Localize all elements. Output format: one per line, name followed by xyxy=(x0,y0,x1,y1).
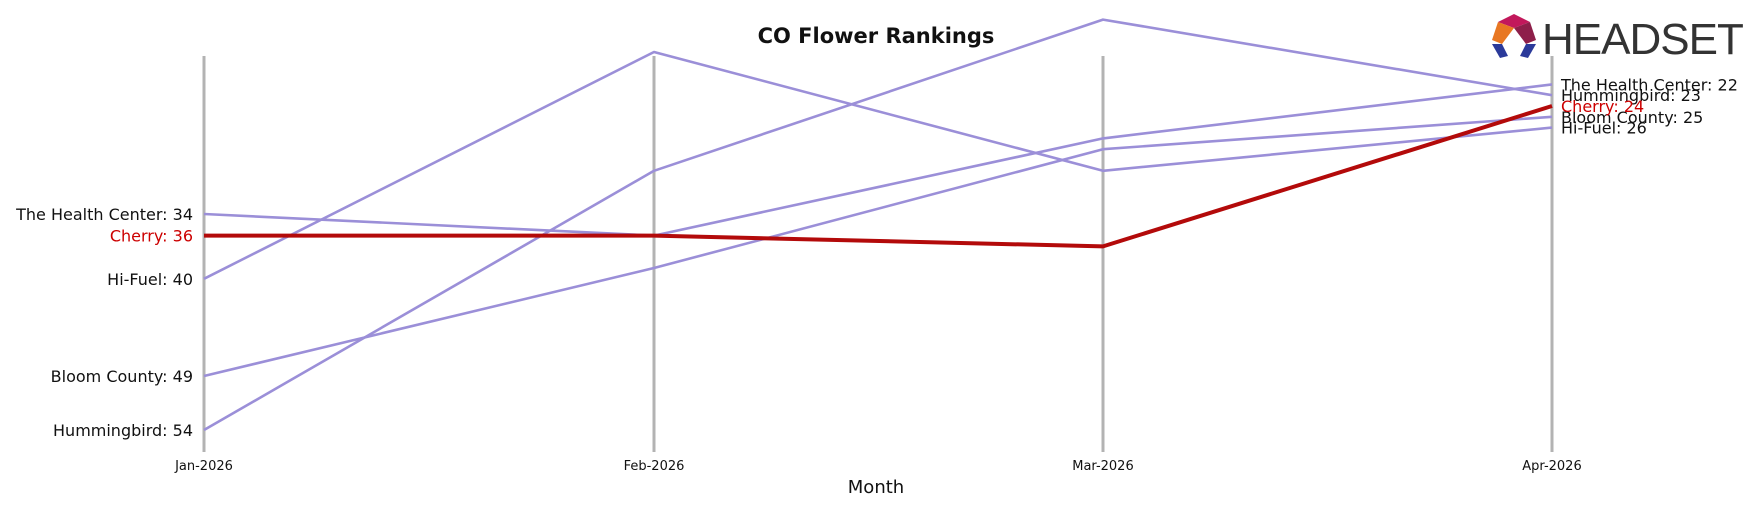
series-line-hummingbird xyxy=(203,18,1553,432)
x-tick-label: Feb-2026 xyxy=(624,459,685,474)
series-line-hi-fuel xyxy=(203,50,1553,280)
grid-lines xyxy=(202,56,1554,452)
x-ticks: Jan-2026 Feb-2026 Mar-2026 Apr-2026 xyxy=(174,459,1582,474)
x-tick-label: Apr-2026 xyxy=(1522,459,1581,474)
headset-logo-text: HEADSET xyxy=(1542,15,1743,64)
end-label-the-health-center: The Health Center: 22 xyxy=(1560,75,1738,94)
series-labels: The Health Center: 34 The Health Center: … xyxy=(15,75,1738,440)
start-label-bloom-county: Bloom County: 49 xyxy=(51,367,193,386)
series-lines xyxy=(203,18,1553,432)
end-label-cherry: Cherry: 24 xyxy=(1561,97,1644,116)
end-label-bloom-county: Bloom County: 25 xyxy=(1561,108,1703,127)
start-label-hi-fuel: Hi-Fuel: 40 xyxy=(107,270,193,289)
series-line-cherry xyxy=(204,104,1553,249)
chart-title: CO Flower Rankings xyxy=(758,24,995,48)
end-label-hi-fuel: Hi-Fuel: 26 xyxy=(1561,119,1647,138)
headset-logo-icon xyxy=(1492,14,1536,58)
x-tick-label: Mar-2026 xyxy=(1072,459,1133,474)
end-label-hummingbird: Hummingbird: 23 xyxy=(1561,86,1701,105)
x-tick-label: Jan-2026 xyxy=(174,459,233,474)
x-axis-label: Month xyxy=(848,477,904,498)
start-label-the-health-center: The Health Center: 34 xyxy=(15,205,193,224)
series-line-the-health-center xyxy=(203,83,1553,237)
headset-logo: HEADSET xyxy=(1492,14,1744,64)
start-label-hummingbird: Hummingbird: 54 xyxy=(53,421,193,440)
series-line-bloom-county xyxy=(203,115,1553,378)
start-label-cherry: Cherry: 36 xyxy=(110,227,193,246)
